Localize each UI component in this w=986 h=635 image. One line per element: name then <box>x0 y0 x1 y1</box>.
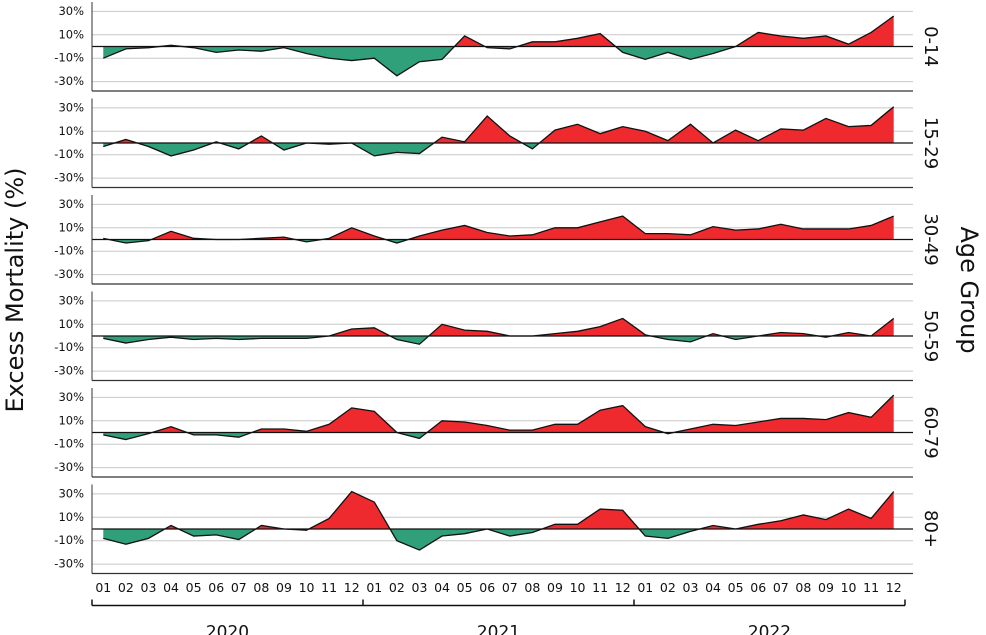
y-tick-label: 10% <box>58 413 84 427</box>
line <box>103 317 895 345</box>
x-tick-label: 05 <box>186 580 202 595</box>
y-tick-label: -30% <box>54 74 84 88</box>
line <box>103 15 895 77</box>
line <box>103 106 895 157</box>
x-tick-label: 07 <box>231 580 247 595</box>
panel-label: 0-14 <box>920 26 941 67</box>
panel-label: 80+ <box>920 510 941 548</box>
x-tick-label: 08 <box>524 580 540 595</box>
x-tick-label: 10 <box>570 580 586 595</box>
x-tick-label: 07 <box>502 580 518 595</box>
y-tick-label: 10% <box>58 27 84 41</box>
area-above <box>103 16 894 47</box>
area-below <box>103 336 894 345</box>
y-tick-label: -30% <box>54 557 84 571</box>
y-tick-label: -30% <box>54 460 84 474</box>
x-tick-label: 03 <box>412 580 428 595</box>
y-tick-label: 10% <box>58 317 84 331</box>
x-tick-label: 11 <box>863 580 879 595</box>
y-axis-title: Excess Mortality (%) <box>1 167 29 412</box>
x-tick-label: 10 <box>841 580 857 595</box>
y-tick-label: -10% <box>54 244 84 258</box>
x-tick-label: 02 <box>118 580 134 595</box>
line <box>103 394 895 441</box>
x-tick-label: 07 <box>773 580 789 595</box>
y-tick-label: 10% <box>58 510 84 524</box>
year-label: 2021 <box>477 623 520 635</box>
area-below <box>103 529 894 551</box>
x-tick-label: 10 <box>299 580 315 595</box>
panel-label: 30-49 <box>920 213 941 265</box>
x-tick-label: 11 <box>592 580 608 595</box>
x-tick-label: 06 <box>208 580 224 595</box>
area-above <box>103 395 894 433</box>
x-tick-label: 03 <box>683 580 699 595</box>
area-above <box>103 216 894 240</box>
x-tick-label: 05 <box>728 580 744 595</box>
x-tick-label: 04 <box>434 580 450 595</box>
x-tick-label: 05 <box>457 580 473 595</box>
y-tick-label: 30% <box>58 197 84 211</box>
x-tick-label: 02 <box>660 580 676 595</box>
y-tick-label: 10% <box>58 220 84 234</box>
y-tick-label: -10% <box>54 51 84 65</box>
y-tick-label: 30% <box>58 100 84 114</box>
area-above <box>103 106 894 143</box>
line <box>103 215 894 244</box>
y-tick-label: -30% <box>54 364 84 378</box>
x-tick-label: 09 <box>276 580 292 595</box>
y-tick-label: -10% <box>54 147 84 161</box>
x-tick-label: 03 <box>141 580 157 595</box>
x-tick-label: 04 <box>705 580 721 595</box>
facet-title: Age Group <box>955 226 983 353</box>
x-tick-label: 12 <box>615 580 631 595</box>
area-below <box>103 46 894 76</box>
y-tick-label: 30% <box>58 293 84 307</box>
year-label: 2020 <box>206 623 249 635</box>
y-tick-label: -30% <box>54 171 84 185</box>
y-tick-label: 30% <box>58 4 84 18</box>
y-tick-label: -10% <box>54 340 84 354</box>
x-tick-label: 08 <box>795 580 811 595</box>
y-tick-label: 10% <box>58 124 84 138</box>
x-tick-label: 02 <box>389 580 405 595</box>
x-tick-label: 04 <box>163 580 179 595</box>
x-tick-label: 09 <box>818 580 834 595</box>
area-above <box>103 491 894 529</box>
y-tick-label: -10% <box>54 533 84 547</box>
area-below <box>103 143 894 156</box>
y-tick-label: 30% <box>58 390 84 404</box>
x-tick-label: 01 <box>95 580 111 595</box>
panel-label: 60-79 <box>920 406 941 458</box>
line <box>103 490 895 551</box>
y-tick-label: -10% <box>54 437 84 451</box>
x-tick-label: 01 <box>637 580 653 595</box>
x-tick-label: 09 <box>547 580 563 595</box>
y-tick-label: 30% <box>58 486 84 500</box>
x-tick-label: 11 <box>321 580 337 595</box>
area-above <box>103 318 894 336</box>
x-tick-label: 01 <box>366 580 382 595</box>
x-tick-label: 08 <box>253 580 269 595</box>
x-tick-label: 12 <box>886 580 902 595</box>
panel-label: 15-29 <box>920 117 941 169</box>
x-tick-label: 12 <box>344 580 360 595</box>
x-tick-label: 06 <box>750 580 766 595</box>
year-label: 2022 <box>748 623 791 635</box>
x-tick-label: 06 <box>479 580 495 595</box>
y-tick-label: -30% <box>54 267 84 281</box>
panel-label: 50-59 <box>920 310 941 362</box>
